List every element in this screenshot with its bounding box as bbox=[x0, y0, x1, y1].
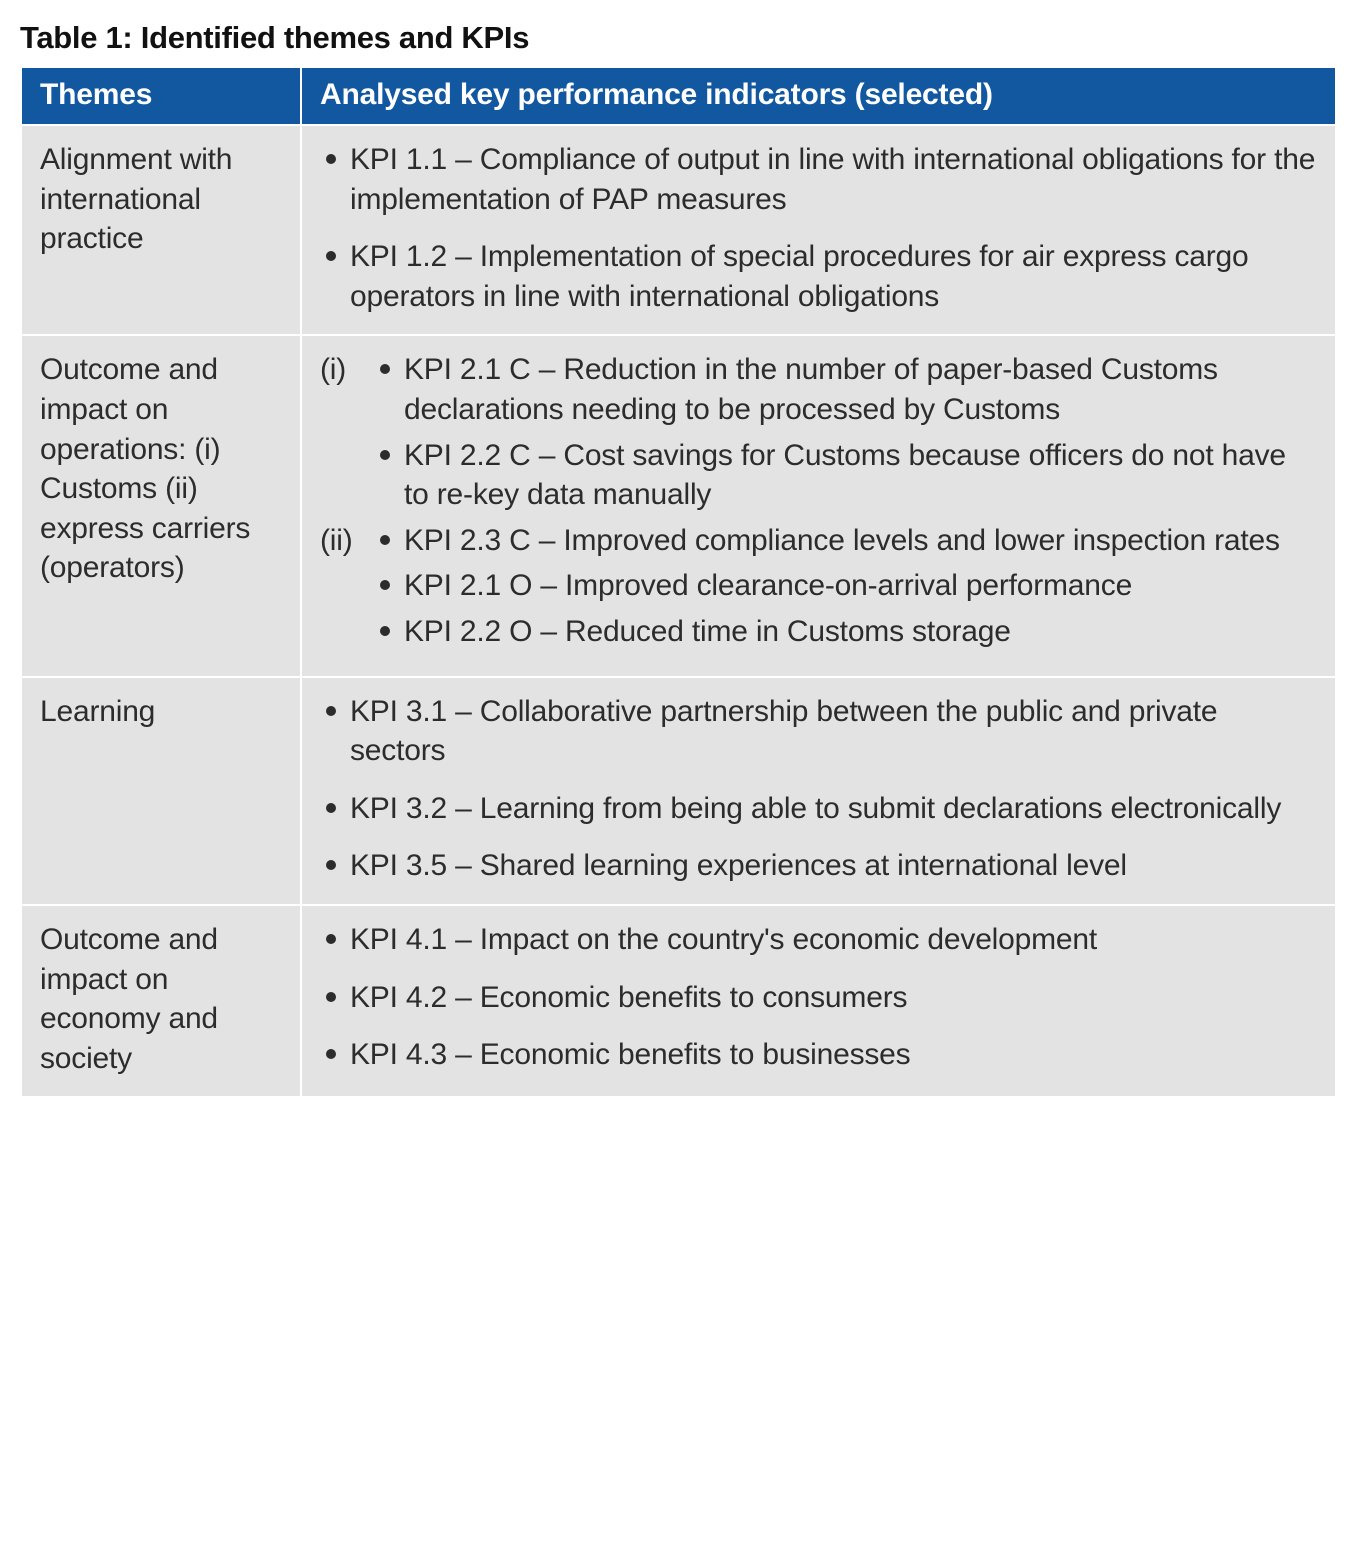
col-header-kpis: Analysed key performance indicators (sel… bbox=[301, 67, 1336, 125]
kpi-cell: (i)KPI 2.1 C – Reduction in the number o… bbox=[301, 335, 1336, 676]
kpi-subsection: (ii)KPI 2.3 C – Improved compliance leve… bbox=[320, 521, 1317, 652]
kpi-item: KPI 1.2 – Implementation of special proc… bbox=[320, 237, 1317, 316]
kpi-item: KPI 1.1 – Compliance of output in line w… bbox=[320, 140, 1317, 219]
kpi-cell: KPI 1.1 – Compliance of output in line w… bbox=[301, 125, 1336, 335]
themes-kpi-table: Themes Analysed key performance indicato… bbox=[20, 66, 1337, 1098]
table-row: Outcome and impact on operations: (i) Cu… bbox=[21, 335, 1336, 676]
table-row: LearningKPI 3.1 – Collaborative partners… bbox=[21, 677, 1336, 905]
kpi-item: KPI 2.1 O – Improved clearance-on-arriva… bbox=[374, 566, 1317, 606]
kpi-cell: KPI 3.1 – Collaborative partnership betw… bbox=[301, 677, 1336, 905]
kpi-item: KPI 3.2 – Learning from being able to su… bbox=[320, 789, 1317, 829]
kpi-list: KPI 4.1 – Impact on the country's econom… bbox=[320, 920, 1317, 1075]
subsection-label: (i) bbox=[320, 350, 374, 390]
kpi-list: KPI 1.1 – Compliance of output in line w… bbox=[320, 140, 1317, 316]
col-header-themes: Themes bbox=[21, 67, 301, 125]
kpi-item: KPI 3.5 – Shared learning experiences at… bbox=[320, 846, 1317, 886]
table-row: Alignment with international practiceKPI… bbox=[21, 125, 1336, 335]
theme-cell: Learning bbox=[21, 677, 301, 905]
theme-cell: Outcome and impact on economy and societ… bbox=[21, 905, 301, 1097]
kpi-subsections: (i)KPI 2.1 C – Reduction in the number o… bbox=[320, 350, 1317, 651]
kpi-item: KPI 3.1 – Collaborative partnership betw… bbox=[320, 692, 1317, 771]
kpi-sublist: KPI 2.3 C – Improved compliance levels a… bbox=[374, 521, 1317, 652]
kpi-item: KPI 4.3 – Economic benefits to businesse… bbox=[320, 1035, 1317, 1075]
table-row: Outcome and impact on economy and societ… bbox=[21, 905, 1336, 1097]
kpi-item: KPI 4.2 – Economic benefits to consumers bbox=[320, 978, 1317, 1018]
kpi-list: KPI 3.1 – Collaborative partnership betw… bbox=[320, 692, 1317, 886]
table-caption: Table 1: Identified themes and KPIs bbox=[20, 20, 1331, 56]
kpi-item: KPI 2.3 C – Improved compliance levels a… bbox=[374, 521, 1317, 561]
kpi-item: KPI 2.2 O – Reduced time in Customs stor… bbox=[374, 612, 1317, 652]
kpi-sublist: KPI 2.1 C – Reduction in the number of p… bbox=[374, 350, 1317, 514]
table-header-row: Themes Analysed key performance indicato… bbox=[21, 67, 1336, 125]
subsection-label: (ii) bbox=[320, 521, 374, 561]
kpi-item: KPI 2.1 C – Reduction in the number of p… bbox=[374, 350, 1317, 429]
kpi-item: KPI 2.2 C – Cost savings for Customs bec… bbox=[374, 436, 1317, 515]
kpi-item: KPI 4.1 – Impact on the country's econom… bbox=[320, 920, 1317, 960]
theme-cell: Alignment with international practice bbox=[21, 125, 301, 335]
theme-cell: Outcome and impact on operations: (i) Cu… bbox=[21, 335, 301, 676]
kpi-cell: KPI 4.1 – Impact on the country's econom… bbox=[301, 905, 1336, 1097]
table-body: Alignment with international practiceKPI… bbox=[21, 125, 1336, 1097]
kpi-subsection: (i)KPI 2.1 C – Reduction in the number o… bbox=[320, 350, 1317, 514]
